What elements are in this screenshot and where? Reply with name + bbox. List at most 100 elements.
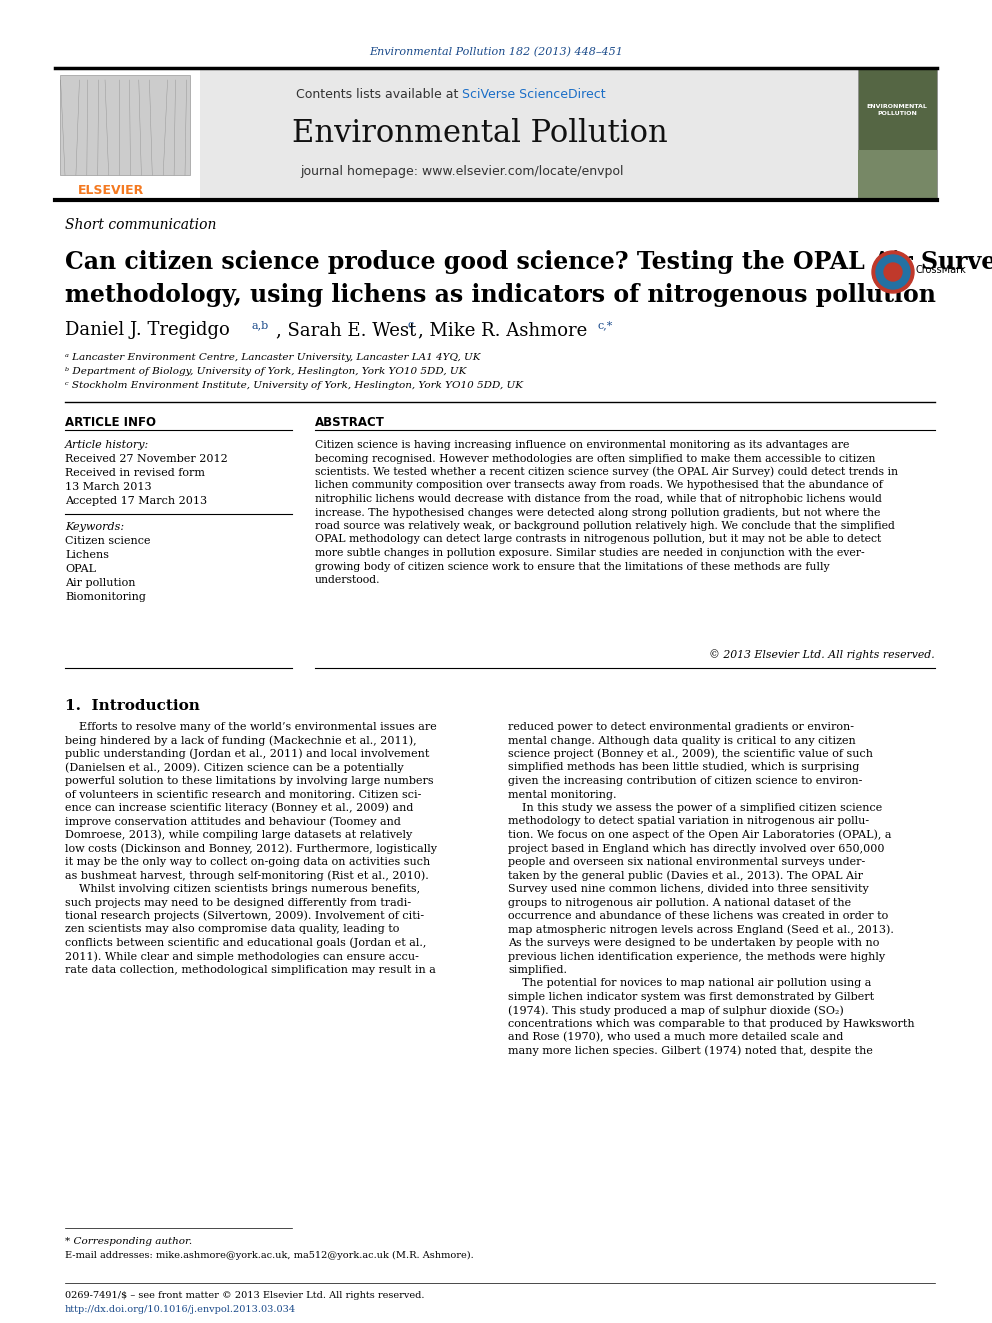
Text: c: c (407, 320, 414, 329)
Text: journal homepage: www.elsevier.com/locate/envpol: journal homepage: www.elsevier.com/locat… (301, 165, 624, 179)
Text: Received 27 November 2012: Received 27 November 2012 (65, 454, 228, 464)
Circle shape (872, 251, 914, 292)
Text: * Corresponding author.: * Corresponding author. (65, 1237, 192, 1245)
Text: Air pollution: Air pollution (65, 578, 136, 587)
Text: Citizen science: Citizen science (65, 536, 151, 546)
Text: of volunteers in scientific research and monitoring. Citizen sci-: of volunteers in scientific research and… (65, 790, 422, 799)
Text: being hindered by a lack of funding (Mackechnie et al., 2011),: being hindered by a lack of funding (Mac… (65, 736, 417, 746)
Circle shape (884, 263, 902, 280)
Text: more subtle changes in pollution exposure. Similar studies are needed in conjunc: more subtle changes in pollution exposur… (315, 548, 865, 558)
Text: 13 March 2013: 13 March 2013 (65, 482, 152, 492)
Text: reduced power to detect environmental gradients or environ-: reduced power to detect environmental gr… (508, 722, 854, 732)
Text: map atmospheric nitrogen levels across England (Seed et al., 2013).: map atmospheric nitrogen levels across E… (508, 925, 894, 935)
Text: mental change. Although data quality is critical to any citizen: mental change. Although data quality is … (508, 736, 856, 745)
Text: , Sarah E. West: , Sarah E. West (276, 321, 417, 339)
Text: ABSTRACT: ABSTRACT (315, 415, 385, 429)
Text: Efforts to resolve many of the world’s environmental issues are: Efforts to resolve many of the world’s e… (65, 722, 436, 732)
Text: 0269-7491/$ – see front matter © 2013 Elsevier Ltd. All rights reserved.: 0269-7491/$ – see front matter © 2013 El… (65, 1291, 425, 1301)
Text: increase. The hypothesised changes were detected along strong pollution gradient: increase. The hypothesised changes were … (315, 508, 880, 517)
Text: (Danielsen et al., 2009). Citizen science can be a potentially: (Danielsen et al., 2009). Citizen scienc… (65, 762, 404, 773)
Text: Biomonitoring: Biomonitoring (65, 591, 146, 602)
Text: 2011). While clear and simple methodologies can ensure accu-: 2011). While clear and simple methodolog… (65, 951, 419, 962)
Text: Keywords:: Keywords: (65, 523, 124, 532)
Text: ᵃ Lancaster Environment Centre, Lancaster University, Lancaster LA1 4YQ, UK: ᵃ Lancaster Environment Centre, Lancaste… (65, 353, 480, 363)
Text: improve conservation attitudes and behaviour (Toomey and: improve conservation attitudes and behav… (65, 816, 401, 827)
Text: ARTICLE INFO: ARTICLE INFO (65, 415, 156, 429)
Text: The potential for novices to map national air pollution using a: The potential for novices to map nationa… (508, 979, 871, 988)
Text: project based in England which has directly involved over 650,000: project based in England which has direc… (508, 844, 885, 853)
Text: ᶜ Stockholm Environment Institute, University of York, Heslington, York YO10 5DD: ᶜ Stockholm Environment Institute, Unive… (65, 381, 523, 390)
Text: scientists. We tested whether a recent citizen science survey (the OPAL Air Surv: scientists. We tested whether a recent c… (315, 467, 898, 478)
Text: 1.  Introduction: 1. Introduction (65, 699, 199, 713)
Text: Accepted 17 March 2013: Accepted 17 March 2013 (65, 496, 207, 505)
Text: Domroese, 2013), while compiling large datasets at relatively: Domroese, 2013), while compiling large d… (65, 830, 413, 840)
Text: growing body of citizen science work to ensure that the limitations of these met: growing body of citizen science work to … (315, 561, 829, 572)
Text: mental monitoring.: mental monitoring. (508, 790, 616, 799)
Text: simple lichen indicator system was first demonstrated by Gilbert: simple lichen indicator system was first… (508, 992, 874, 1002)
Text: E-mail addresses: mike.ashmore@york.ac.uk, ma512@york.ac.uk (M.R. Ashmore).: E-mail addresses: mike.ashmore@york.ac.u… (65, 1250, 474, 1259)
Text: ence can increase scientific literacy (Bonney et al., 2009) and: ence can increase scientific literacy (B… (65, 803, 414, 814)
Text: rate data collection, methodological simplification may result in a: rate data collection, methodological sim… (65, 964, 435, 975)
Text: methodology, using lichens as indicators of nitrogenous pollution: methodology, using lichens as indicators… (65, 283, 935, 307)
Text: it may be the only way to collect on-going data on activities such: it may be the only way to collect on-goi… (65, 857, 431, 867)
Bar (858, 149, 937, 200)
Text: Can citizen science produce good science? Testing the OPAL Air Survey: Can citizen science produce good science… (65, 250, 992, 274)
Text: people and overseen six national environmental surveys under-: people and overseen six national environ… (508, 857, 865, 867)
Text: CrossMark: CrossMark (916, 265, 967, 275)
Text: Whilst involving citizen scientists brings numerous benefits,: Whilst involving citizen scientists brin… (65, 884, 421, 894)
Text: conflicts between scientific and educational goals (Jordan et al.,: conflicts between scientific and educati… (65, 938, 427, 949)
Text: methodology to detect spatial variation in nitrogenous air pollu-: methodology to detect spatial variation … (508, 816, 869, 827)
Text: Contents lists available at: Contents lists available at (296, 89, 462, 102)
Text: zen scientists may also compromise data quality, leading to: zen scientists may also compromise data … (65, 925, 400, 934)
Text: many more lichen species. Gilbert (1974) noted that, despite the: many more lichen species. Gilbert (1974)… (508, 1045, 873, 1056)
Text: (1974). This study produced a map of sulphur dioxide (SO₂): (1974). This study produced a map of sul… (508, 1005, 844, 1016)
Text: taken by the general public (Davies et al., 2013). The OPAL Air: taken by the general public (Davies et a… (508, 871, 863, 881)
Text: science project (Bonney et al., 2009), the scientific value of such: science project (Bonney et al., 2009), t… (508, 749, 873, 759)
Text: understood.: understood. (315, 576, 381, 585)
Text: Survey used nine common lichens, divided into three sensitivity: Survey used nine common lichens, divided… (508, 884, 869, 894)
Text: © 2013 Elsevier Ltd. All rights reserved.: © 2013 Elsevier Ltd. All rights reserved… (709, 650, 935, 660)
Text: powerful solution to these limitations by involving large numbers: powerful solution to these limitations b… (65, 777, 434, 786)
Text: Daniel J. Tregidgo: Daniel J. Tregidgo (65, 321, 230, 339)
Text: nitrophilic lichens would decrease with distance from the road, while that of ni: nitrophilic lichens would decrease with … (315, 493, 882, 504)
Text: Short communication: Short communication (65, 218, 216, 232)
Text: occurrence and abundance of these lichens was created in order to: occurrence and abundance of these lichen… (508, 912, 888, 921)
Text: OPAL methodology can detect large contrasts in nitrogenous pollution, but it may: OPAL methodology can detect large contra… (315, 534, 881, 545)
Text: concentrations which was comparable to that produced by Hawksworth: concentrations which was comparable to t… (508, 1019, 915, 1029)
Bar (858, 67, 937, 200)
Text: previous lichen identification experience, the methods were highly: previous lichen identification experienc… (508, 951, 885, 962)
Text: As the surveys were designed to be undertaken by people with no: As the surveys were designed to be under… (508, 938, 879, 949)
Text: such projects may need to be designed differently from tradi-: such projects may need to be designed di… (65, 897, 411, 908)
Text: simplified methods has been little studied, which is surprising: simplified methods has been little studi… (508, 762, 859, 773)
Bar (60, 75, 190, 175)
Text: tional research projects (Silvertown, 2009). Involvement of citi-: tional research projects (Silvertown, 20… (65, 910, 425, 921)
Text: Citizen science is having increasing influence on environmental monitoring as it: Citizen science is having increasing inf… (315, 441, 849, 450)
Text: ELSEVIER: ELSEVIER (78, 184, 144, 197)
Text: as bushmeat harvest, through self-monitoring (Rist et al., 2010).: as bushmeat harvest, through self-monito… (65, 871, 429, 881)
Text: a,b: a,b (252, 320, 269, 329)
Text: and Rose (1970), who used a much more detailed scale and: and Rose (1970), who used a much more de… (508, 1032, 843, 1043)
Text: SciVerse ScienceDirect: SciVerse ScienceDirect (462, 89, 606, 102)
Text: ENVIRONMENTAL
POLLUTION: ENVIRONMENTAL POLLUTION (867, 105, 928, 116)
Text: groups to nitrogenous air pollution. A national dataset of the: groups to nitrogenous air pollution. A n… (508, 897, 851, 908)
Text: Lichens: Lichens (65, 550, 109, 560)
Text: http://dx.doi.org/10.1016/j.envpol.2013.03.034: http://dx.doi.org/10.1016/j.envpol.2013.… (65, 1304, 297, 1314)
Text: c,*: c,* (598, 320, 613, 329)
Circle shape (876, 255, 910, 288)
Text: tion. We focus on one aspect of the Open Air Laboratories (OPAL), a: tion. We focus on one aspect of the Open… (508, 830, 892, 840)
Text: low costs (Dickinson and Bonney, 2012). Furthermore, logistically: low costs (Dickinson and Bonney, 2012). … (65, 843, 437, 853)
Text: becoming recognised. However methodologies are often simplified to make them acc: becoming recognised. However methodologi… (315, 454, 875, 463)
Text: road source was relatively weak, or background pollution relatively high. We con: road source was relatively weak, or back… (315, 521, 895, 531)
Bar (55, 67, 200, 200)
Text: Article history:: Article history: (65, 441, 149, 450)
Text: In this study we assess the power of a simplified citizen science: In this study we assess the power of a s… (508, 803, 882, 814)
Bar (55, 67, 937, 200)
Text: OPAL: OPAL (65, 564, 96, 574)
Text: Environmental Pollution: Environmental Pollution (292, 118, 668, 148)
Text: public understanding (Jordan et al., 2011) and local involvement: public understanding (Jordan et al., 201… (65, 749, 430, 759)
Text: , Mike R. Ashmore: , Mike R. Ashmore (418, 321, 587, 339)
Text: lichen community composition over transects away from roads. We hypothesised tha: lichen community composition over transe… (315, 480, 883, 491)
Text: Received in revised form: Received in revised form (65, 468, 205, 478)
Text: simplified.: simplified. (508, 964, 567, 975)
Text: Environmental Pollution 182 (2013) 448–451: Environmental Pollution 182 (2013) 448–4… (369, 46, 623, 57)
